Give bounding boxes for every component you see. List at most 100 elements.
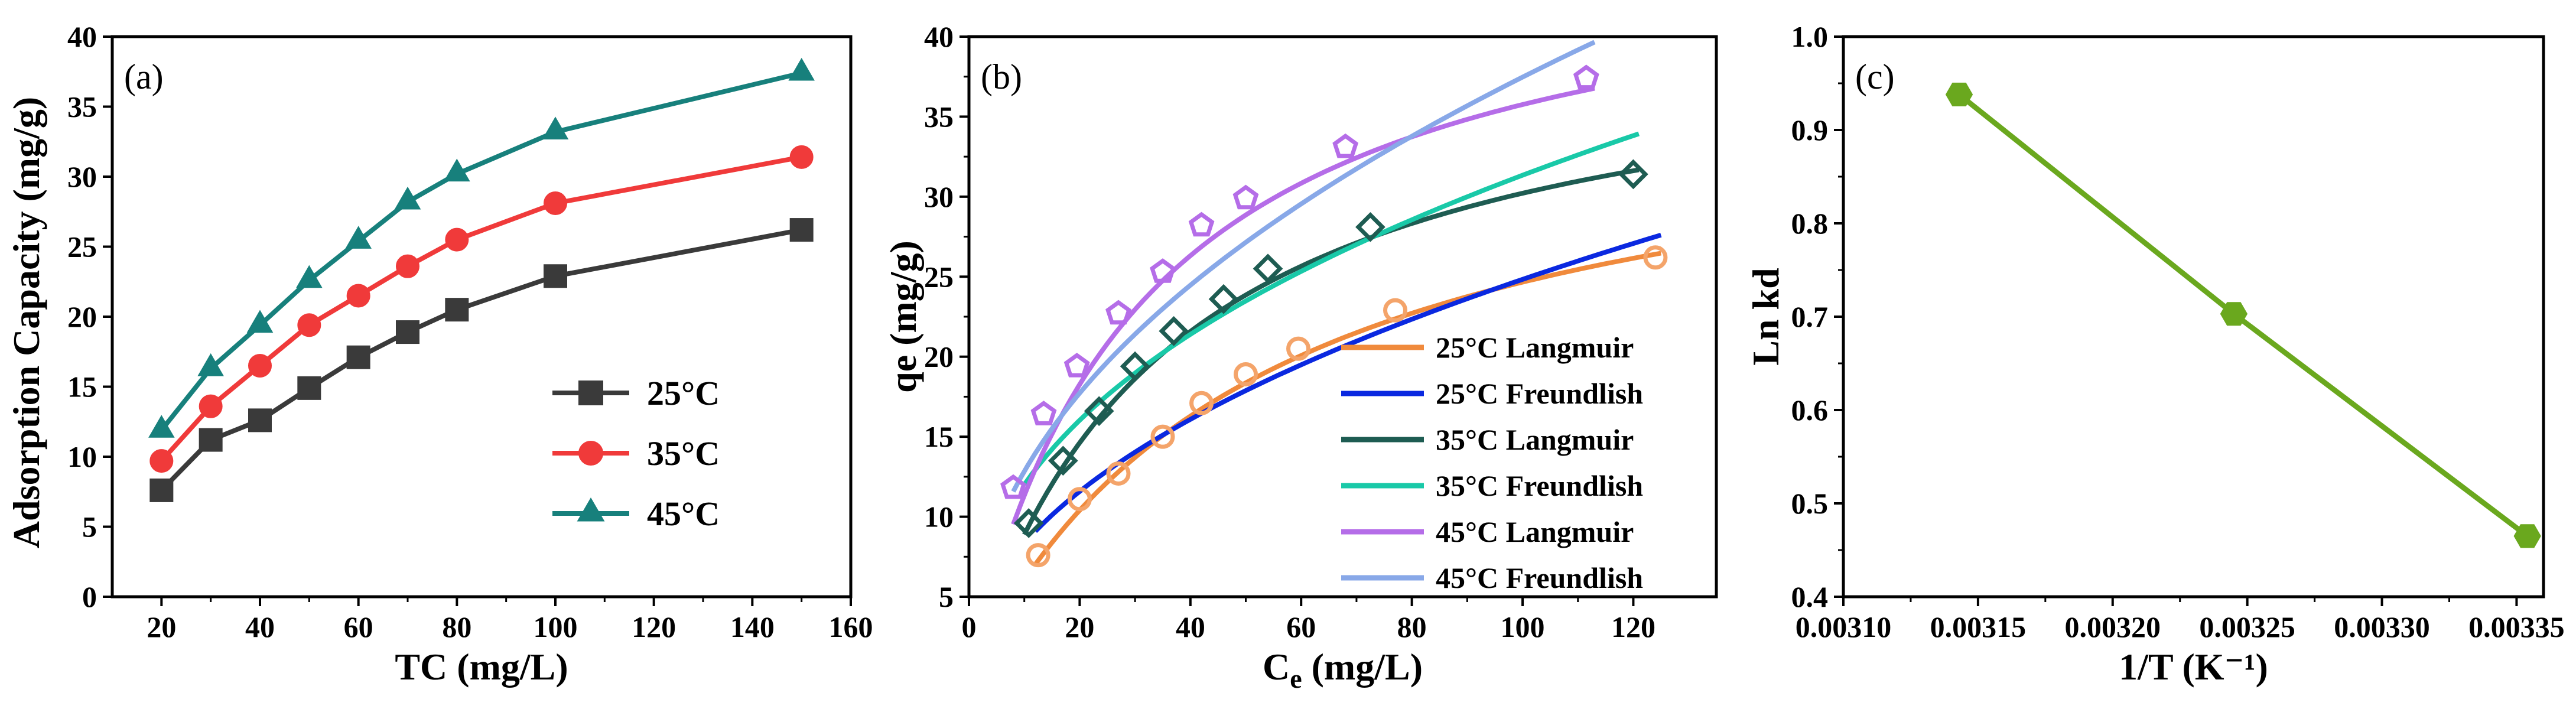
- data-point: [1573, 64, 1599, 90]
- data-point: [246, 310, 274, 333]
- data-point: [1048, 445, 1078, 476]
- x-tick-label: 120: [1611, 610, 1655, 643]
- data-point: [1150, 258, 1176, 283]
- data-point: [346, 284, 370, 308]
- fit-curve-25°C Langmuir: [1033, 251, 1662, 566]
- y-tick-label: 0.5: [1791, 487, 1829, 520]
- data-point: [1067, 487, 1092, 512]
- fit-curve-45°C Freundlish: [1011, 40, 1596, 493]
- x-tick-label: 80: [1397, 610, 1427, 643]
- data-point: [1232, 184, 1259, 210]
- data-point: [396, 320, 419, 344]
- data-point: [1643, 245, 1668, 270]
- x-tick-label: 0: [962, 610, 977, 643]
- y-tick-label: 35: [67, 90, 97, 123]
- y-axis-title: Adsorption Capacity (mg/g): [5, 97, 47, 548]
- y-tick-label: 15: [924, 420, 954, 453]
- x-tick-label: 0.00325: [2199, 610, 2295, 643]
- x-tick-label: 0.00335: [2468, 610, 2565, 643]
- data-point: [1383, 298, 1408, 323]
- x-tick-label: 0.00330: [2334, 610, 2430, 643]
- y-tick-label: 30: [924, 180, 954, 213]
- data-point: [1332, 133, 1359, 158]
- data-point: [1945, 82, 1973, 106]
- x-axis-title: Ce (mg/L): [1263, 646, 1423, 694]
- panel-label: (a): [124, 57, 164, 96]
- x-axis-title-unit: (mg/L): [1302, 646, 1423, 688]
- y-tick-label: 0: [82, 580, 97, 613]
- data-point: [296, 265, 323, 288]
- y-tick-label: 1.0: [1791, 20, 1829, 53]
- y-tick-label: 0.9: [1791, 113, 1829, 147]
- data-point: [1000, 474, 1026, 499]
- x-tick-label: 0.00315: [1930, 610, 2027, 643]
- x-tick-label: 0.00310: [1796, 610, 1892, 643]
- x-tick-label: 80: [442, 610, 471, 643]
- panel-label: (c): [1855, 57, 1895, 96]
- data-point: [544, 191, 567, 216]
- data-point: [149, 449, 174, 473]
- y-axis-title: Ln kd: [1745, 268, 1787, 365]
- data-point: [199, 428, 223, 452]
- legend-marker: [578, 380, 603, 405]
- data-point: [789, 145, 814, 169]
- data-point: [445, 298, 469, 322]
- x-tick-label: 100: [534, 610, 578, 643]
- x-tick-label: 160: [829, 610, 873, 643]
- fit-curve-35°C Freundlish: [1022, 131, 1640, 486]
- data-point: [1355, 212, 1385, 242]
- x-axis-title: 1/T (K⁻¹): [2119, 646, 2268, 688]
- data-point: [149, 478, 174, 502]
- data-point: [297, 376, 321, 400]
- x-axis-title: TC (mg/L): [395, 646, 568, 688]
- data-point: [1013, 508, 1044, 538]
- fit-curve-45°C Langmuir: [1011, 86, 1595, 525]
- data-point: [199, 394, 223, 418]
- legend-label: 45°C: [647, 495, 720, 533]
- plot-frame: [967, 35, 1718, 599]
- data-point: [1188, 212, 1215, 237]
- data-point: [2220, 302, 2248, 326]
- y-tick-label: 5: [82, 510, 97, 544]
- data-point: [396, 254, 419, 278]
- fit-curve-25°C Freundlish: [1033, 232, 1662, 534]
- x-tick-label: 40: [245, 610, 275, 643]
- y-tick-label: 25: [924, 260, 954, 293]
- y-tick-label: 0.7: [1791, 300, 1829, 333]
- y-tick-label: 10: [924, 500, 954, 534]
- x-tick-label: 0.00320: [2065, 610, 2161, 643]
- data-point: [1618, 159, 1648, 190]
- legend-label: 45°C Langmuir: [1436, 515, 1634, 548]
- data-point: [2513, 524, 2541, 548]
- data-point: [248, 408, 272, 432]
- y-tick-label: 20: [67, 300, 97, 333]
- y-tick-label: 15: [67, 370, 97, 404]
- legend-label: 25°C: [647, 374, 720, 412]
- data-point: [1159, 316, 1189, 346]
- panel-b: 0 20 40 60 80 100 120 5 10 15 20 25 30 35 40 (b) Ce (mg/…: [882, 20, 1718, 694]
- y-tick-label: 35: [924, 100, 954, 133]
- plot-frame: [110, 35, 853, 599]
- y-tick-label: 5: [939, 580, 954, 613]
- y-tick-label: 0.4: [1791, 580, 1829, 613]
- legend-label: 45°C Freundlish: [1436, 561, 1643, 594]
- data-point: [444, 158, 470, 182]
- x-tick-label: 140: [730, 610, 775, 643]
- data-point: [148, 415, 175, 438]
- y-tick-label: 25: [67, 230, 97, 264]
- x-tick-label: 20: [147, 610, 176, 643]
- x-axis-title-sub: e: [1290, 664, 1302, 694]
- data-point: [1253, 253, 1283, 284]
- panel-c: 0.00310 0.00315 0.00320 0.00325 0.00330 0.003…: [1745, 20, 2565, 688]
- x-axis-title-main: C: [1263, 646, 1290, 688]
- data-point: [394, 186, 421, 210]
- x-tick-label: 60: [1286, 610, 1316, 643]
- legend-marker: [577, 497, 605, 522]
- data-point: [1084, 396, 1114, 427]
- data-point: [1030, 401, 1057, 425]
- y-tick-label: 30: [67, 160, 97, 193]
- data-point: [542, 116, 569, 139]
- legend-label: 35°C Langmuir: [1436, 423, 1634, 456]
- data-point: [1286, 336, 1311, 361]
